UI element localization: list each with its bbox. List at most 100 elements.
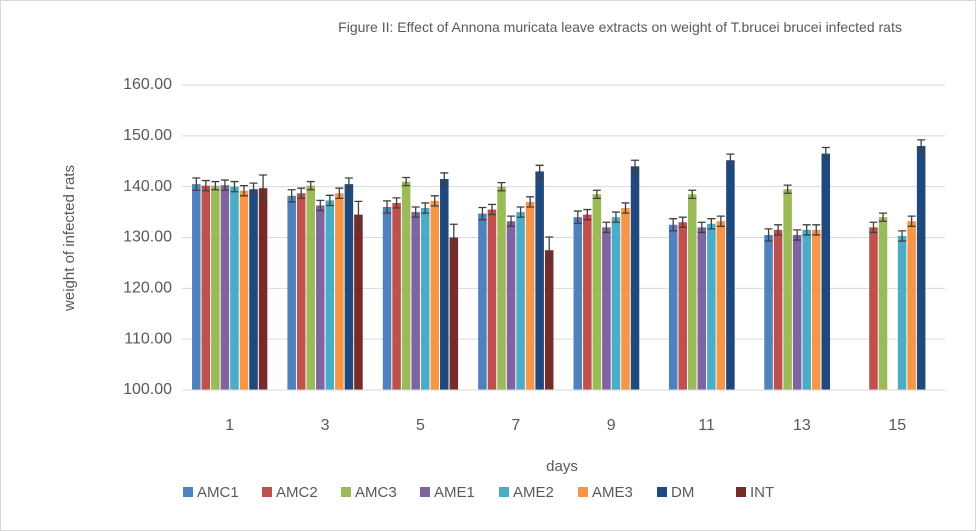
bar — [668, 224, 678, 390]
legend-swatch — [420, 487, 430, 497]
bar — [811, 229, 821, 390]
error-bar — [430, 195, 439, 207]
x-tick-label: 1 — [225, 417, 234, 434]
bar — [583, 214, 592, 390]
bar — [211, 185, 220, 390]
error-bar — [907, 215, 916, 227]
error-bar — [287, 189, 296, 203]
bar — [296, 193, 306, 390]
chart-title: Figure II: Effect of Annona muricata lea… — [338, 19, 902, 35]
error-bar — [535, 164, 544, 179]
legend-label: AMC1 — [197, 484, 239, 501]
error-bar — [344, 177, 353, 191]
y-tick-label: 140.00 — [123, 178, 172, 195]
error-bar — [802, 224, 811, 236]
error-bar — [611, 211, 620, 223]
bar — [878, 217, 888, 390]
x-tick-label: 13 — [793, 417, 811, 434]
x-tick-label: 3 — [321, 417, 330, 434]
bar — [420, 208, 430, 390]
bar — [907, 221, 916, 390]
error-bar — [239, 185, 248, 197]
x-tick-label: 9 — [607, 417, 616, 434]
legend-swatch — [736, 487, 746, 497]
bar — [678, 222, 687, 390]
legend-label: DM — [671, 484, 694, 501]
error-bar — [249, 182, 258, 196]
error-bar — [764, 228, 773, 242]
error-bar — [688, 189, 697, 200]
error-bar — [726, 153, 735, 167]
bar — [573, 217, 583, 390]
legend-swatch — [657, 487, 667, 497]
legend-swatch — [183, 487, 193, 497]
error-bar — [526, 196, 535, 208]
bar — [287, 195, 296, 390]
bar — [535, 171, 544, 390]
error-bar — [421, 202, 430, 214]
error-bar — [297, 187, 306, 200]
bar — [764, 234, 773, 390]
bar — [192, 184, 201, 390]
error-bar — [783, 184, 792, 194]
legend-label: AME3 — [592, 484, 633, 501]
bar — [478, 213, 487, 390]
error-bar — [449, 223, 458, 252]
legend-label: AMC2 — [276, 484, 318, 501]
bar — [802, 229, 811, 390]
error-bar — [678, 216, 687, 228]
bar — [621, 208, 630, 390]
error-bar — [478, 206, 487, 221]
error-bar — [402, 176, 411, 187]
bar — [544, 250, 554, 390]
bar — [783, 189, 792, 390]
bar — [611, 217, 621, 390]
error-bar — [411, 206, 420, 218]
error-bar — [697, 221, 706, 234]
bar — [325, 200, 335, 390]
legend-swatch — [499, 487, 509, 497]
error-bar — [793, 229, 802, 241]
bar — [630, 166, 640, 390]
bar — [506, 221, 516, 390]
bar — [411, 212, 420, 390]
legend-swatch — [262, 487, 272, 497]
bar — [707, 223, 716, 390]
error-bar — [487, 203, 496, 216]
error-bar — [440, 172, 449, 186]
bar — [258, 188, 268, 390]
bar — [697, 227, 707, 390]
bar — [354, 214, 363, 390]
error-bar — [316, 199, 325, 212]
error-bar — [325, 194, 334, 207]
bar — [869, 227, 878, 390]
bar — [602, 227, 611, 390]
y-tick-label: 130.00 — [123, 229, 172, 246]
bar — [401, 181, 411, 390]
bar — [239, 190, 249, 390]
error-bar — [583, 208, 592, 221]
error-bar — [774, 224, 783, 236]
y-tick-label: 120.00 — [123, 280, 172, 297]
error-bar — [220, 179, 229, 191]
bar — [430, 200, 440, 390]
bar — [230, 186, 239, 390]
bar — [449, 237, 459, 390]
bar — [249, 189, 258, 390]
x-tick-label: 5 — [416, 417, 425, 434]
error-bar — [230, 180, 239, 193]
error-bar — [211, 180, 220, 191]
error-bar — [716, 215, 725, 227]
error-bar — [631, 159, 640, 174]
x-axis-label: days — [546, 458, 578, 475]
error-bar — [335, 187, 344, 200]
bar — [716, 221, 726, 390]
y-tick-label: 110.00 — [124, 330, 172, 347]
y-tick-label: 160.00 — [123, 76, 172, 93]
bar — [382, 207, 392, 390]
bar — [335, 193, 344, 390]
bar — [487, 209, 497, 390]
error-bar — [898, 230, 907, 242]
